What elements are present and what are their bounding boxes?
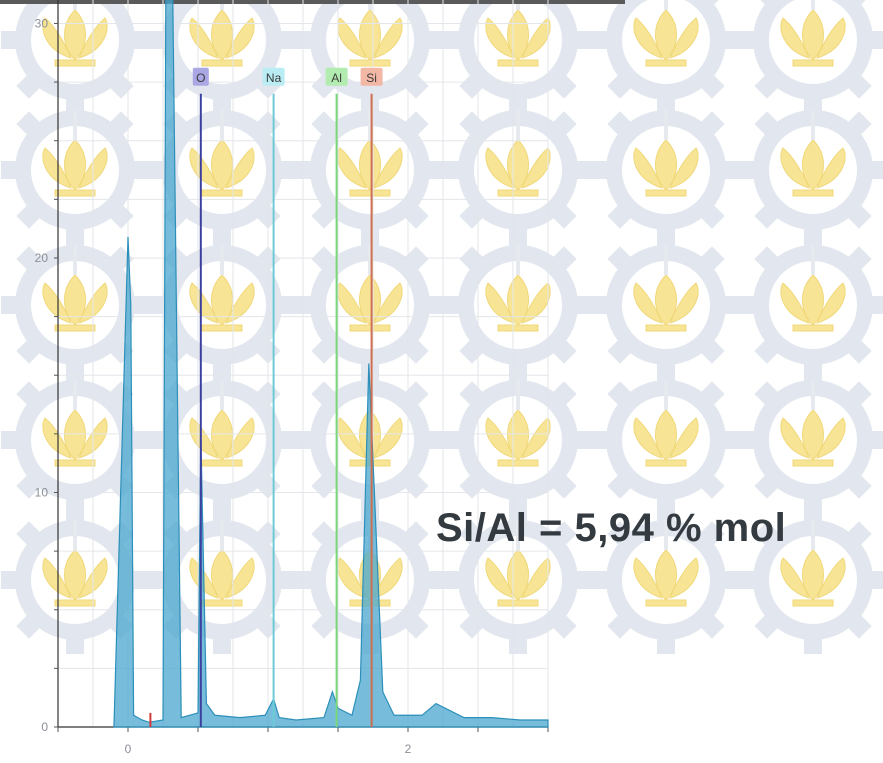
its-emblem-icon	[296, 96, 444, 244]
y-tick-label: 20	[35, 251, 49, 265]
x-tick-label: 2	[405, 742, 412, 756]
its-emblem-icon	[592, 96, 740, 244]
chart-area: 0 10 20 30 0 2 O Na Al Si	[0, 0, 625, 756]
chart-header-strip	[0, 0, 625, 4]
y-tick-label: 30	[35, 16, 49, 30]
its-emblem-icon	[444, 231, 592, 379]
its-emblem-icon	[592, 366, 740, 514]
element-tag-na	[262, 67, 285, 86]
its-emblem-icon	[1, 96, 149, 244]
its-emblem-icon	[592, 231, 740, 379]
its-emblem-watermark	[1, 0, 883, 654]
element-label-al: Al	[331, 71, 342, 85]
its-emblem-icon	[739, 366, 883, 514]
y-tick-label: 10	[35, 485, 49, 499]
its-emblem-icon	[296, 231, 444, 379]
y-tick-label: 0	[41, 720, 48, 734]
x-tick-label: 0	[125, 742, 132, 756]
element-label-na: Na	[266, 71, 282, 85]
element-label-si: Si	[366, 71, 377, 85]
its-emblem-icon	[739, 231, 883, 379]
element-tag-o	[192, 67, 209, 86]
si-al-ratio-annotation: Si/Al = 5,94 % mol	[436, 506, 787, 550]
its-emblem-icon	[739, 96, 883, 244]
spectrum-series	[113, 0, 549, 728]
element-tag-si	[360, 67, 383, 86]
element-tag-al	[325, 67, 348, 86]
element-label-o: O	[196, 71, 205, 85]
its-emblem-icon	[444, 366, 592, 514]
its-emblem-icon	[444, 96, 592, 244]
